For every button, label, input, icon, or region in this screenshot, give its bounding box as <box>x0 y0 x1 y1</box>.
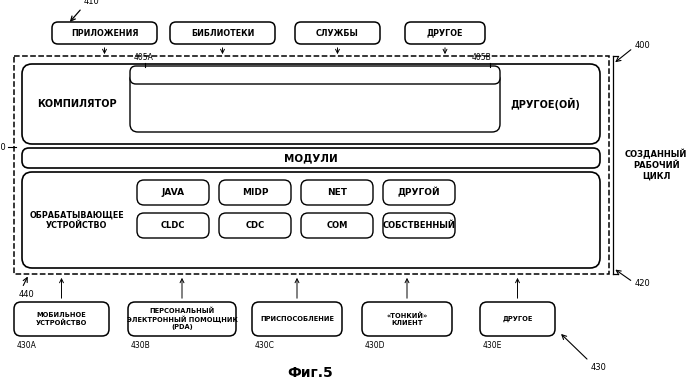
Text: ОБРАБАТЫВАЮЩЕЕ
УСТРОЙСТВО: ОБРАБАТЫВАЮЩЕЕ УСТРОЙСТВО <box>29 210 124 230</box>
FancyBboxPatch shape <box>383 213 455 238</box>
Text: МОДУЛИ: МОДУЛИ <box>284 153 338 163</box>
Text: CDC: CDC <box>245 221 265 230</box>
Text: COM: COM <box>326 221 347 230</box>
FancyBboxPatch shape <box>128 302 236 336</box>
Text: 410: 410 <box>84 0 100 6</box>
FancyBboxPatch shape <box>130 66 500 84</box>
FancyBboxPatch shape <box>22 172 600 268</box>
Text: 405A: 405A <box>134 53 154 62</box>
Text: ДРУГОЕ: ДРУГОЕ <box>503 316 533 322</box>
FancyBboxPatch shape <box>480 302 555 336</box>
FancyBboxPatch shape <box>219 180 291 205</box>
Text: 430C: 430C <box>255 341 275 350</box>
Text: 420: 420 <box>635 279 651 288</box>
Text: ПЕРСОНАЛЬНЫЙ
ЭЛЕКТРОННЫЙ ПОМОЩНИК
(PDA): ПЕРСОНАЛЬНЫЙ ЭЛЕКТРОННЫЙ ПОМОЩНИК (PDA) <box>127 308 238 330</box>
Text: CLDC: CLDC <box>161 221 185 230</box>
Text: 450: 450 <box>0 142 6 151</box>
FancyBboxPatch shape <box>405 22 485 44</box>
FancyBboxPatch shape <box>137 213 209 238</box>
Text: 400: 400 <box>635 42 651 51</box>
FancyBboxPatch shape <box>52 22 157 44</box>
Text: 430B: 430B <box>131 341 151 350</box>
Text: СЛУЖБЫ: СЛУЖБЫ <box>316 29 359 37</box>
Bar <box>14 56 609 274</box>
Text: ПРИСПОСОБЛЕНИЕ: ПРИСПОСОБЛЕНИЕ <box>260 316 334 322</box>
FancyBboxPatch shape <box>219 213 291 238</box>
FancyBboxPatch shape <box>252 302 342 336</box>
Text: 430A: 430A <box>17 341 37 350</box>
Text: 430D: 430D <box>365 341 386 350</box>
Text: «ТОНКИЙ»
КЛИЕНТ: «ТОНКИЙ» КЛИЕНТ <box>387 312 428 326</box>
FancyBboxPatch shape <box>170 22 275 44</box>
Text: ДРУГОЕ(ОЙ): ДРУГОЕ(ОЙ) <box>510 98 580 110</box>
Text: БИБЛИОТЕКИ: БИБЛИОТЕКИ <box>191 29 254 37</box>
FancyBboxPatch shape <box>301 213 373 238</box>
Text: JAVA: JAVA <box>161 188 185 197</box>
Text: NET: NET <box>327 188 347 197</box>
FancyBboxPatch shape <box>295 22 380 44</box>
Text: MIDP: MIDP <box>242 188 268 197</box>
Text: ДРУГОЙ: ДРУГОЙ <box>398 187 440 198</box>
Text: 430E: 430E <box>483 341 503 350</box>
Text: СОБСТВЕННЫЙ: СОБСТВЕННЫЙ <box>382 221 456 230</box>
Text: 440: 440 <box>19 290 35 299</box>
FancyBboxPatch shape <box>383 180 455 205</box>
Text: МОБИЛЬНОЕ
УСТРОЙСТВО: МОБИЛЬНОЕ УСТРОЙСТВО <box>36 312 87 326</box>
Text: Фиг.5: Фиг.5 <box>287 366 333 380</box>
Text: 430: 430 <box>591 363 607 372</box>
Text: ПРИЛОЖЕНИЯ: ПРИЛОЖЕНИЯ <box>71 29 138 37</box>
FancyBboxPatch shape <box>362 302 452 336</box>
FancyBboxPatch shape <box>130 72 500 132</box>
Text: СОЗДАННЫЙ
РАБОЧИЙ
ЦИКЛ: СОЗДАННЫЙ РАБОЧИЙ ЦИКЛ <box>625 149 687 181</box>
Text: 405B: 405B <box>472 53 492 62</box>
FancyBboxPatch shape <box>14 302 109 336</box>
FancyBboxPatch shape <box>22 64 600 144</box>
FancyBboxPatch shape <box>301 180 373 205</box>
FancyBboxPatch shape <box>137 180 209 205</box>
Text: КОМПИЛЯТОР: КОМПИЛЯТОР <box>37 99 117 109</box>
FancyBboxPatch shape <box>22 148 600 168</box>
Text: ДРУГОЕ: ДРУГОЕ <box>427 29 463 37</box>
